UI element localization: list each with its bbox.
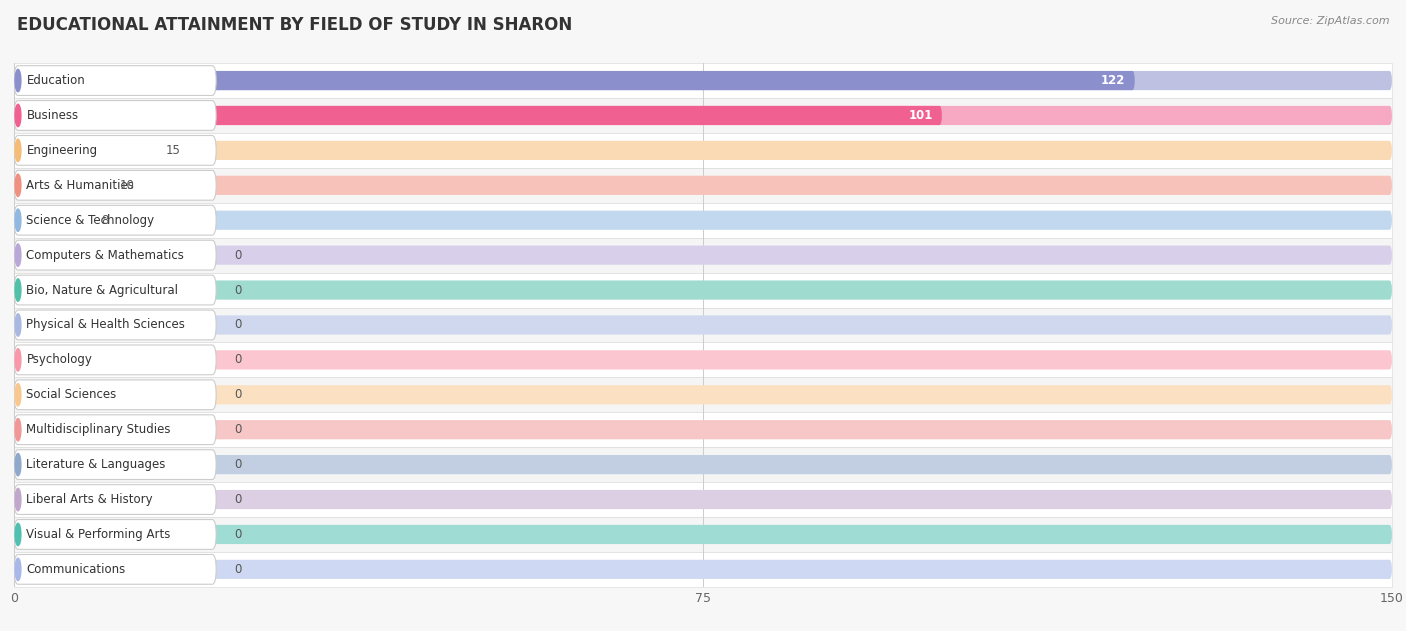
FancyBboxPatch shape [14,245,1392,265]
Text: Communications: Communications [27,563,125,576]
FancyBboxPatch shape [14,517,1392,552]
Circle shape [15,174,21,196]
Circle shape [15,279,21,301]
FancyBboxPatch shape [14,343,1392,377]
Text: 15: 15 [166,144,180,157]
Text: 0: 0 [235,493,242,506]
FancyBboxPatch shape [14,455,1392,475]
FancyBboxPatch shape [14,71,1135,90]
FancyBboxPatch shape [14,136,217,165]
FancyBboxPatch shape [14,385,1392,404]
FancyBboxPatch shape [14,280,1392,300]
Circle shape [15,209,21,232]
Circle shape [15,349,21,371]
Text: 0: 0 [235,249,242,262]
FancyBboxPatch shape [14,310,217,340]
Text: Visual & Performing Arts: Visual & Performing Arts [27,528,172,541]
Text: EDUCATIONAL ATTAINMENT BY FIELD OF STUDY IN SHARON: EDUCATIONAL ATTAINMENT BY FIELD OF STUDY… [17,16,572,34]
Text: Education: Education [27,74,86,87]
FancyBboxPatch shape [14,98,1392,133]
Text: Psychology: Psychology [27,353,93,367]
Text: 0: 0 [235,563,242,576]
FancyBboxPatch shape [14,133,1392,168]
FancyBboxPatch shape [14,100,217,131]
FancyBboxPatch shape [14,350,1392,370]
FancyBboxPatch shape [14,170,217,200]
Text: 0: 0 [235,458,242,471]
FancyBboxPatch shape [14,525,1392,544]
Circle shape [15,314,21,336]
Circle shape [15,69,21,91]
Text: 8: 8 [101,214,108,227]
FancyBboxPatch shape [14,63,1392,98]
Text: 0: 0 [235,423,242,436]
Circle shape [15,454,21,476]
FancyBboxPatch shape [14,238,1392,273]
FancyBboxPatch shape [14,211,87,230]
Text: 0: 0 [235,388,242,401]
Text: Bio, Nature & Agricultural: Bio, Nature & Agricultural [27,283,179,297]
Text: Multidisciplinary Studies: Multidisciplinary Studies [27,423,172,436]
FancyBboxPatch shape [14,106,942,125]
FancyBboxPatch shape [14,141,152,160]
FancyBboxPatch shape [14,211,1392,230]
FancyBboxPatch shape [14,273,1392,307]
FancyBboxPatch shape [14,420,1392,439]
FancyBboxPatch shape [14,205,217,235]
FancyBboxPatch shape [14,66,217,95]
FancyBboxPatch shape [14,203,1392,238]
FancyBboxPatch shape [14,316,1392,334]
FancyBboxPatch shape [14,450,217,480]
FancyBboxPatch shape [14,345,217,375]
Text: Business: Business [27,109,79,122]
Text: Computers & Mathematics: Computers & Mathematics [27,249,184,262]
Circle shape [15,139,21,162]
Circle shape [15,488,21,510]
Text: 0: 0 [235,283,242,297]
Text: Arts & Humanities: Arts & Humanities [27,179,135,192]
FancyBboxPatch shape [14,490,1392,509]
Text: 10: 10 [120,179,135,192]
FancyBboxPatch shape [14,141,1392,160]
FancyBboxPatch shape [14,106,1392,125]
Text: Source: ZipAtlas.com: Source: ZipAtlas.com [1271,16,1389,26]
Circle shape [15,558,21,581]
FancyBboxPatch shape [14,240,217,270]
Text: 0: 0 [235,319,242,331]
FancyBboxPatch shape [14,380,217,410]
Circle shape [15,418,21,441]
FancyBboxPatch shape [14,275,217,305]
Text: Physical & Health Sciences: Physical & Health Sciences [27,319,186,331]
FancyBboxPatch shape [14,482,1392,517]
FancyBboxPatch shape [14,552,1392,587]
Circle shape [15,523,21,546]
Circle shape [15,104,21,127]
Text: Liberal Arts & History: Liberal Arts & History [27,493,153,506]
Text: Science & Technology: Science & Technology [27,214,155,227]
FancyBboxPatch shape [14,175,1392,195]
Text: 101: 101 [908,109,932,122]
FancyBboxPatch shape [14,307,1392,343]
FancyBboxPatch shape [14,175,105,195]
Text: Social Sciences: Social Sciences [27,388,117,401]
FancyBboxPatch shape [14,168,1392,203]
FancyBboxPatch shape [14,71,1392,90]
Text: 0: 0 [235,528,242,541]
Circle shape [15,244,21,266]
Text: Literature & Languages: Literature & Languages [27,458,166,471]
Text: 122: 122 [1101,74,1126,87]
FancyBboxPatch shape [14,415,217,445]
FancyBboxPatch shape [14,485,217,514]
FancyBboxPatch shape [14,519,217,550]
Circle shape [15,384,21,406]
FancyBboxPatch shape [14,447,1392,482]
FancyBboxPatch shape [14,560,1392,579]
FancyBboxPatch shape [14,555,217,584]
Text: Engineering: Engineering [27,144,97,157]
FancyBboxPatch shape [14,377,1392,412]
Text: 0: 0 [235,353,242,367]
FancyBboxPatch shape [14,412,1392,447]
